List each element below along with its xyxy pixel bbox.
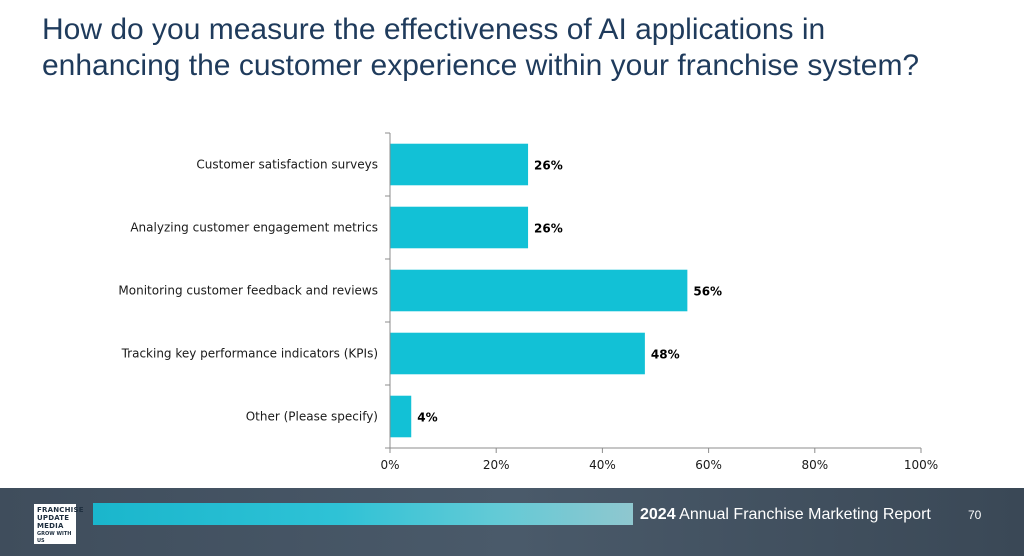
value-label-5: 4%: [417, 411, 437, 425]
bar-1: [390, 143, 529, 186]
x-tick-label-0: 0%: [380, 458, 399, 472]
footer-accent-stripe: [93, 503, 633, 525]
slide-title: How do you measure the effectiveness of …: [42, 12, 1002, 84]
value-label-2: 26%: [534, 222, 563, 236]
slide-title-line-2: enhancing the customer experience within…: [42, 49, 920, 82]
category-label-1: Customer satisfaction surveys: [196, 158, 378, 172]
x-tick-label-1: 20%: [483, 458, 510, 472]
category-label-2: Analyzing customer engagement metrics: [130, 221, 378, 235]
logo-text-line-1: FRANCHISE: [37, 506, 84, 514]
x-tick-label-5: 100%: [904, 458, 938, 472]
page-number: 70: [968, 508, 982, 522]
x-tick-label-3: 60%: [695, 458, 722, 472]
x-tick-label-4: 80%: [801, 458, 828, 472]
category-label-4: Tracking key performance indicators (KPI…: [121, 347, 378, 361]
franchise-update-media-logo: FRANCHISE UPDATE MEDIA GROW WITH US: [34, 504, 84, 544]
report-year: 2024: [640, 506, 676, 523]
logo-text-line-3: MEDIA: [37, 522, 64, 530]
value-label-3: 56%: [693, 285, 722, 299]
bar-3: [390, 269, 688, 312]
logo-tagline: GROW WITH US: [37, 531, 72, 544]
bar-chart: Customer satisfaction surveys 26% Analyzin…: [118, 132, 938, 472]
category-label-5: Other (Please specify): [246, 410, 378, 424]
value-label-4: 48%: [651, 348, 680, 362]
bar-4: [390, 332, 645, 375]
category-label-3: Monitoring customer feedback and reviews: [118, 284, 378, 298]
bar-2: [390, 206, 529, 249]
bar-5: [390, 395, 412, 438]
value-label-1: 26%: [534, 159, 563, 173]
footer-bar: FRANCHISE UPDATE MEDIA GROW WITH US 2024…: [0, 488, 1024, 556]
report-title: 2024 Annual Franchise Marketing Report: [640, 505, 931, 525]
logo-text-line-2: UPDATE: [37, 514, 70, 522]
report-name: Annual Franchise Marketing Report: [679, 506, 931, 523]
slide-title-line-1: How do you measure the effectiveness of …: [42, 13, 826, 46]
x-tick-label-2: 40%: [589, 458, 616, 472]
